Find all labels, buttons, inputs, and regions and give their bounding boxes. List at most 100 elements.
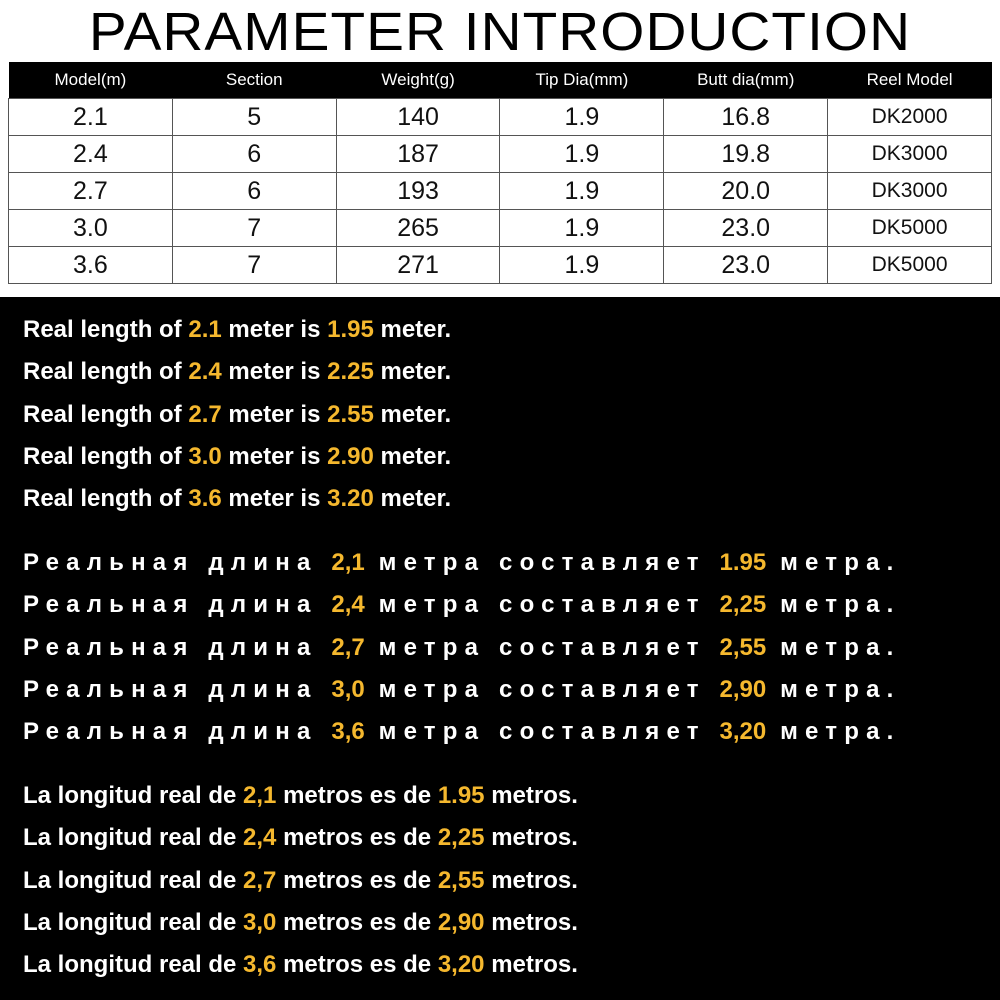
highlighted-value: 2,90	[719, 675, 767, 703]
note-text: meter is	[221, 358, 328, 386]
table-cell: 23.0	[663, 209, 829, 247]
table-cell: 1.9	[499, 98, 665, 136]
length-note: Real length of 3.0 meter is 2.90 meter.	[23, 436, 451, 478]
note-text: meter is	[221, 400, 328, 428]
table-header-row: Model(m) Section Weight(g) Tip Dia(mm) Butt …	[8, 62, 992, 99]
note-text: Реальная длина	[23, 591, 332, 619]
note-text: metros.	[484, 866, 578, 894]
highlighted-value: 2,4	[243, 824, 277, 852]
table-cell: DK5000	[827, 246, 992, 284]
table-cell: 2.4	[8, 135, 173, 173]
highlighted-value: 2.7	[188, 400, 222, 428]
note-text: Реальная длина	[23, 633, 332, 661]
note-text: metros es de	[276, 782, 438, 809]
note-text: La longitud real de	[23, 908, 244, 936]
note-text: Real length of	[23, 358, 189, 386]
length-note: La longitud real de 3,6 metros es de 3,2…	[23, 944, 578, 986]
length-note: Реальная длина 3,0 метра составляет 2,90…	[23, 669, 901, 711]
table-cell: DK2000	[827, 98, 992, 136]
table-cell: 265	[335, 209, 501, 247]
table-cell: 271	[335, 246, 501, 284]
note-text: metros es de	[276, 951, 438, 979]
table-row: 2.1 5 140 1.9 16.8 DK2000	[8, 98, 992, 136]
table-cell: 187	[335, 135, 501, 173]
table-cell: 6	[171, 135, 337, 173]
highlighted-value: 2,55	[437, 866, 485, 894]
note-text: метра составляет	[364, 675, 720, 703]
note-text: meter is	[221, 442, 328, 470]
highlighted-value: 3.20	[327, 485, 374, 513]
highlighted-value: 2.1	[188, 316, 222, 343]
table-cell: 193	[335, 172, 501, 210]
table-cell: 5	[171, 98, 337, 136]
note-text: metros es de	[276, 824, 438, 852]
note-text: метра составляет	[364, 591, 720, 619]
highlighted-value: 2,7	[331, 633, 365, 661]
note-text: метра составляет	[364, 718, 720, 746]
highlighted-value: 2,25	[437, 824, 485, 852]
note-text: metros es de	[276, 866, 438, 894]
highlighted-value: 3,6	[331, 718, 365, 746]
note-text: Реальная длина	[23, 549, 332, 576]
table-cell: 6	[171, 172, 337, 210]
table-cell: 1.9	[499, 246, 665, 284]
highlighted-value: 3,0	[243, 908, 277, 936]
length-note: Real length of 2.4 meter is 2.25 meter.	[23, 351, 451, 393]
column-header: Section	[172, 62, 337, 99]
highlighted-value: 2,1	[243, 782, 277, 809]
length-note: La longitud real de 3,0 metros es de 2,9…	[23, 902, 578, 944]
table-cell: 19.8	[663, 135, 829, 173]
spanish-length-notes: La longitud real de 2,1 metros es de 1.9…	[23, 775, 578, 986]
table-cell: 23.0	[663, 246, 829, 284]
length-note: Real length of 2.1 meter is 1.95 meter.	[23, 309, 451, 351]
table-row: 3.6 7 271 1.9 23.0 DK5000	[8, 246, 992, 284]
note-text: metros.	[484, 782, 578, 809]
table-cell: 3.6	[8, 246, 173, 284]
table-cell: DK3000	[827, 135, 992, 173]
column-header: Weight(g)	[336, 62, 500, 99]
highlighted-value: 3,0	[331, 675, 365, 703]
highlighted-value: 3.6	[188, 485, 222, 513]
note-text: Реальная длина	[23, 718, 332, 746]
note-text: метра.	[766, 633, 901, 661]
highlighted-value: 3,6	[243, 951, 277, 979]
table-cell: 16.8	[663, 98, 829, 136]
table-row: 2.7 6 193 1.9 20.0 DK3000	[8, 172, 992, 210]
table-cell: 7	[171, 209, 337, 247]
table-cell: 7	[171, 246, 337, 284]
length-note: La longitud real de 2,1 metros es de 1.9…	[23, 775, 578, 817]
note-text: метра.	[766, 591, 901, 619]
length-note: Real length of 3.6 meter is 3.20 meter.	[23, 478, 451, 520]
highlighted-value: 2,1	[331, 549, 365, 576]
note-text: meter.	[373, 358, 452, 386]
highlighted-value: 3,20	[437, 951, 485, 979]
note-text: meter.	[373, 400, 452, 428]
table-cell: 140	[335, 98, 501, 136]
note-text: Real length of	[23, 316, 189, 343]
parameter-table: Model(m) Section Weight(g) Tip Dia(mm) Butt …	[8, 62, 992, 284]
table-cell: 2.7	[8, 172, 173, 210]
highlighted-value: 1.95	[327, 316, 374, 343]
table-cell: 1.9	[499, 172, 665, 210]
table-cell: 3.0	[8, 209, 173, 247]
highlighted-value: 2,7	[243, 866, 277, 894]
table-cell: 1.9	[499, 209, 665, 247]
table-cell: 20.0	[663, 172, 829, 210]
note-text: Real length of	[23, 485, 189, 513]
highlighted-value: 2.55	[327, 400, 374, 428]
highlighted-value: 1.95	[719, 549, 767, 576]
note-text: metros es de	[276, 908, 438, 936]
note-text: metros.	[484, 824, 578, 852]
table-cell: 1.9	[499, 135, 665, 173]
length-note: Реальная длина 2,7 метра составляет 2,55…	[23, 627, 901, 669]
note-text: Real length of	[23, 442, 189, 470]
table-cell: 2.1	[8, 98, 173, 136]
highlighted-value: 2.4	[188, 358, 222, 386]
column-header: Reel Model	[827, 62, 992, 99]
note-text: метра составляет	[364, 549, 720, 576]
highlighted-value: 2,4	[331, 591, 365, 619]
table-cell: DK5000	[827, 209, 992, 247]
length-note: Реальная длина 2,4 метра составляет 2,25…	[23, 584, 901, 626]
length-note: La longitud real de 2,4 metros es de 2,2…	[23, 817, 578, 859]
highlighted-value: 1.95	[437, 782, 485, 809]
